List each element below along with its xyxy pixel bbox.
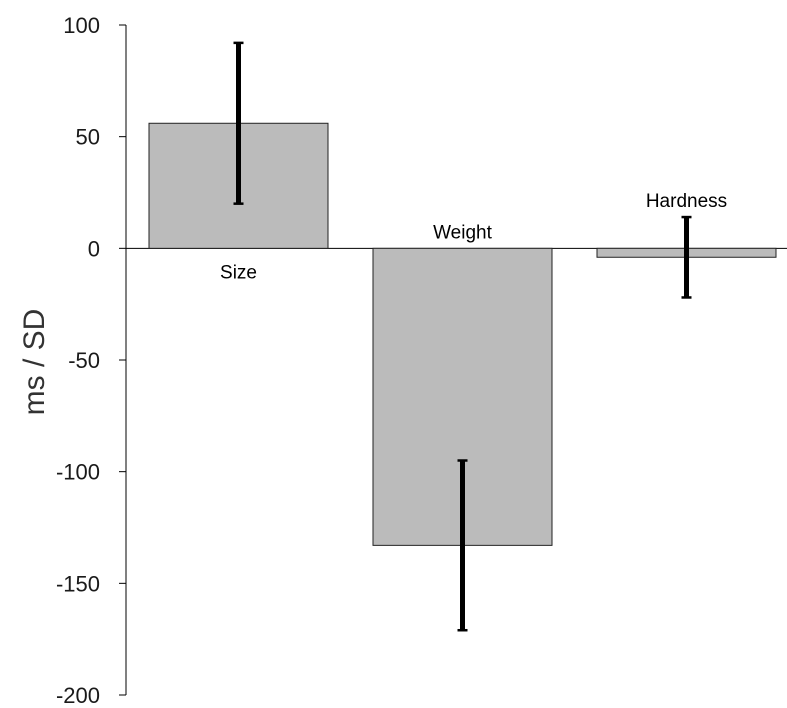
category-label-weight: Weight <box>433 222 493 243</box>
y-tick-label: -100 <box>56 460 100 485</box>
y-tick-label: -50 <box>68 348 100 373</box>
y-ticks: 100 50 0 -50 -100 -150 -200 <box>56 13 126 708</box>
category-label-hardness: Hardness <box>646 191 727 212</box>
y-tick-label: 100 <box>63 13 100 38</box>
y-tick-label: -150 <box>56 571 100 596</box>
y-tick-label: 0 <box>88 236 100 261</box>
y-tick-label: 50 <box>76 125 100 150</box>
bars: Size Weight Hardness <box>148 41 777 632</box>
y-axis-label: ms / SD <box>18 309 51 416</box>
category-label-size: Size <box>220 262 257 283</box>
y-tick-label: -200 <box>56 683 100 708</box>
